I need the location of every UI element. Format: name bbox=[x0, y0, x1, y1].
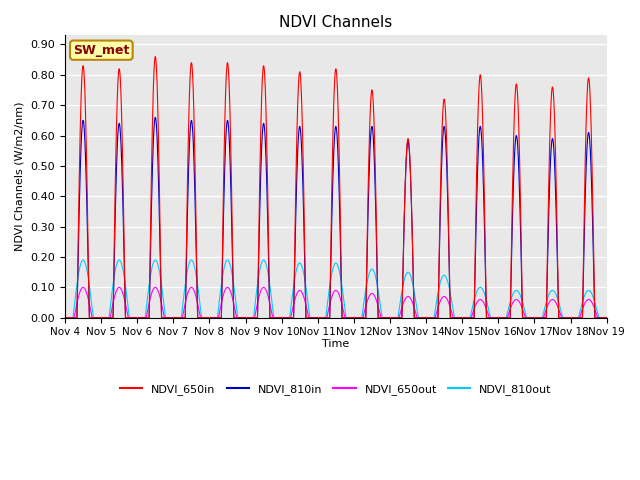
NDVI_650out bbox=[305, 314, 312, 320]
NDVI_810in bbox=[152, 114, 159, 120]
NDVI_810out bbox=[79, 257, 87, 263]
NDVI_810in bbox=[532, 315, 540, 321]
NDVI_810in bbox=[61, 315, 69, 321]
Title: NDVI Channels: NDVI Channels bbox=[279, 15, 392, 30]
NDVI_810in bbox=[407, 178, 415, 184]
NDVI_650out bbox=[61, 315, 69, 321]
NDVI_810out bbox=[547, 288, 555, 294]
NDVI_810out bbox=[602, 315, 609, 321]
NDVI_650out bbox=[532, 315, 540, 321]
NDVI_650in bbox=[61, 315, 69, 321]
NDVI_650out bbox=[602, 315, 609, 321]
NDVI_650in bbox=[305, 315, 312, 321]
NDVI_810out bbox=[603, 315, 611, 321]
NDVI_650in bbox=[407, 176, 415, 181]
NDVI_650out bbox=[603, 315, 611, 321]
NDVI_810in bbox=[603, 315, 611, 321]
NDVI_810in bbox=[547, 153, 555, 159]
NDVI_810out bbox=[532, 315, 540, 321]
NDVI_650in bbox=[547, 107, 555, 112]
NDVI_810out bbox=[305, 304, 312, 310]
Line: NDVI_650in: NDVI_650in bbox=[65, 57, 607, 318]
Line: NDVI_810out: NDVI_810out bbox=[65, 260, 607, 318]
NDVI_810out bbox=[407, 273, 415, 279]
NDVI_650in bbox=[603, 315, 611, 321]
NDVI_650in bbox=[602, 315, 609, 321]
NDVI_650in bbox=[595, 315, 603, 321]
Y-axis label: NDVI Channels (W/m2/nm): NDVI Channels (W/m2/nm) bbox=[15, 102, 25, 252]
Text: SW_met: SW_met bbox=[73, 44, 129, 57]
NDVI_650out bbox=[79, 285, 87, 290]
Line: NDVI_650out: NDVI_650out bbox=[65, 288, 607, 318]
NDVI_810out bbox=[595, 315, 603, 321]
NDVI_810out bbox=[61, 315, 69, 321]
NDVI_650out bbox=[595, 315, 603, 321]
NDVI_810in bbox=[595, 315, 603, 321]
Legend: NDVI_650in, NDVI_810in, NDVI_650out, NDVI_810out: NDVI_650in, NDVI_810in, NDVI_650out, NDV… bbox=[116, 380, 556, 399]
NDVI_650out bbox=[547, 298, 555, 303]
X-axis label: Time: Time bbox=[322, 339, 349, 349]
NDVI_810in bbox=[602, 315, 609, 321]
NDVI_650in bbox=[152, 54, 159, 60]
Line: NDVI_810in: NDVI_810in bbox=[65, 117, 607, 318]
NDVI_810in bbox=[305, 315, 312, 321]
NDVI_650in bbox=[532, 315, 540, 321]
NDVI_650out bbox=[407, 296, 415, 301]
